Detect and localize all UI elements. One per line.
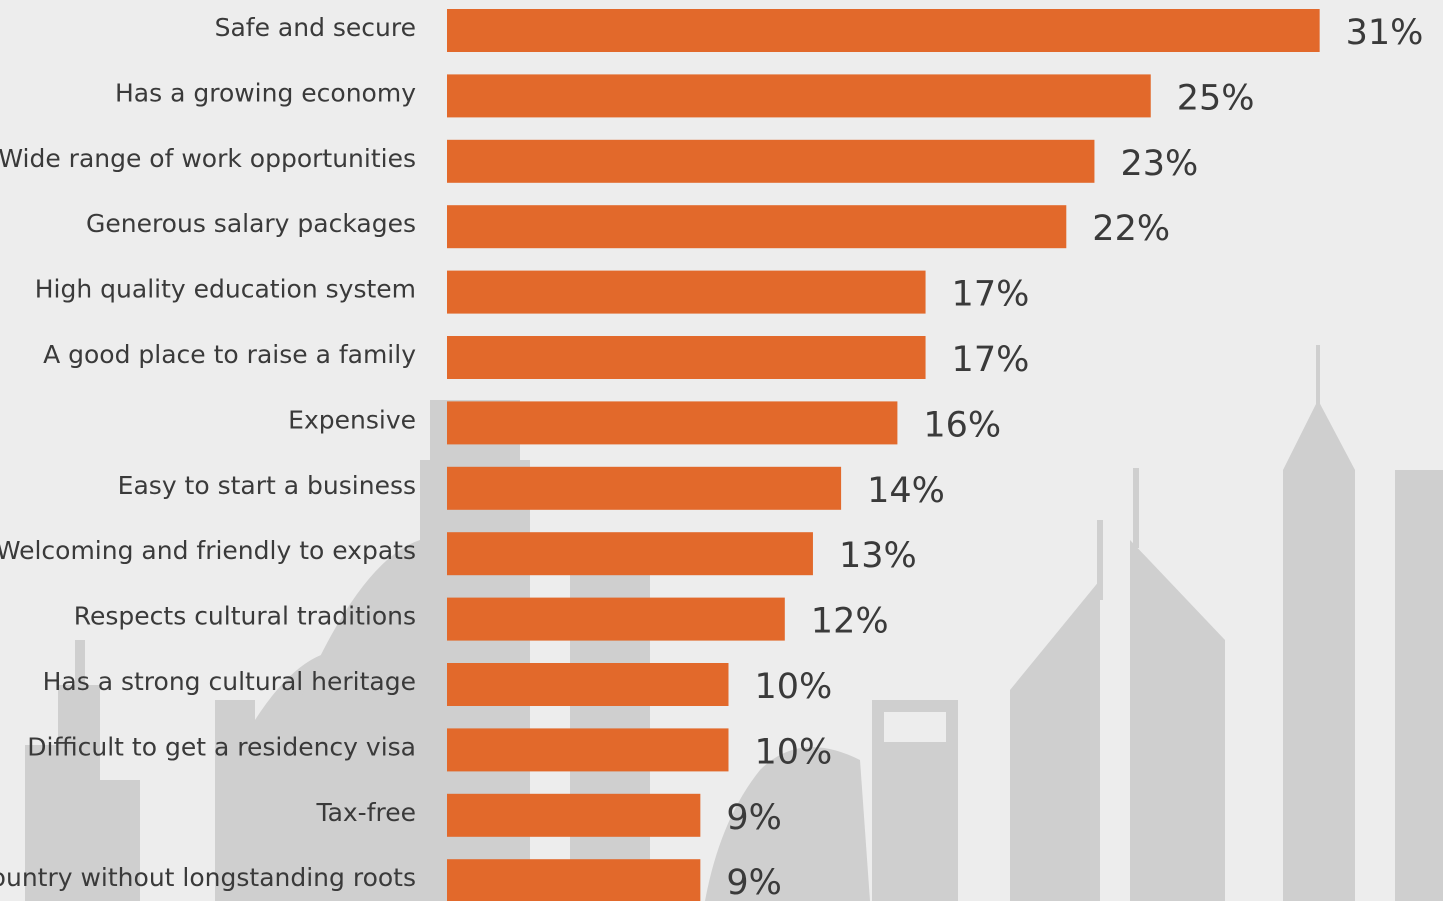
value-label: 12% [811, 602, 889, 642]
value-label: 23% [1120, 144, 1198, 184]
value-label: 17% [952, 275, 1030, 315]
category-label: Tax-free [315, 798, 416, 827]
bar [447, 466, 842, 510]
skyline-tower [705, 747, 870, 901]
value-label: 10% [755, 667, 833, 707]
bars-group [447, 9, 1320, 901]
bar [447, 597, 785, 641]
category-label: A good place to raise a family [43, 340, 416, 369]
category-label: country without longstanding roots [0, 863, 416, 892]
category-label: High quality education system [35, 275, 416, 304]
skyline-tower [1438, 535, 1443, 901]
skyline-tower [75, 640, 85, 690]
bar [447, 532, 813, 576]
bar [447, 270, 926, 314]
value-label: 22% [1092, 209, 1170, 249]
bar [447, 74, 1151, 118]
value-label: 25% [1177, 78, 1255, 118]
category-labels-group: Safe and secure Has a growing economy Wide… [0, 13, 416, 892]
value-label: 10% [755, 732, 833, 772]
value-label: 16% [923, 405, 1001, 445]
bar [447, 663, 729, 706]
bar [447, 139, 1095, 183]
skyline-tower [25, 745, 59, 901]
bar [447, 859, 701, 901]
category-label: Wide range of work opportunities [0, 144, 416, 173]
bar [447, 205, 1067, 249]
skyline-tower [58, 685, 100, 901]
bar [447, 793, 701, 837]
bar [447, 401, 898, 445]
value-label: 9% [726, 863, 782, 901]
skyline-tower [1130, 540, 1225, 901]
bar [447, 336, 926, 379]
skyline-window [884, 712, 946, 742]
skyline-tower [1283, 400, 1355, 901]
skyline-tower [300, 540, 420, 901]
skyline-tower [215, 700, 255, 901]
value-label: 31% [1346, 13, 1424, 53]
skyline-tower [1133, 468, 1139, 548]
bar [447, 9, 1320, 52]
value-label: 17% [952, 340, 1030, 380]
value-label: 13% [839, 536, 917, 576]
skyline-tower [1316, 345, 1320, 405]
category-label: Welcoming and friendly to expats [0, 536, 416, 565]
category-label: Easy to start a business [118, 471, 416, 500]
value-label: 14% [867, 471, 945, 511]
bar [447, 728, 729, 772]
category-label: Safe and secure [215, 13, 416, 42]
category-label: Has a growing economy [115, 78, 416, 107]
skyline-tower [1395, 470, 1443, 901]
value-labels-group: 31% 25% 23% 22% 17% 17% 16% 14% 13% 12% 10% 10% 9% 9% [726, 13, 1423, 901]
skyline-tower [100, 780, 140, 901]
skyline-tower [1097, 520, 1103, 600]
skyline-tower [1010, 580, 1100, 901]
category-label: Has a strong cultural heritage [43, 667, 416, 696]
category-label: Expensive [288, 405, 416, 434]
category-label: Respects cultural traditions [74, 602, 416, 631]
category-label: Difficult to get a residency visa [27, 732, 416, 761]
category-label: Generous salary packages [86, 209, 416, 238]
value-label: 9% [726, 798, 782, 838]
